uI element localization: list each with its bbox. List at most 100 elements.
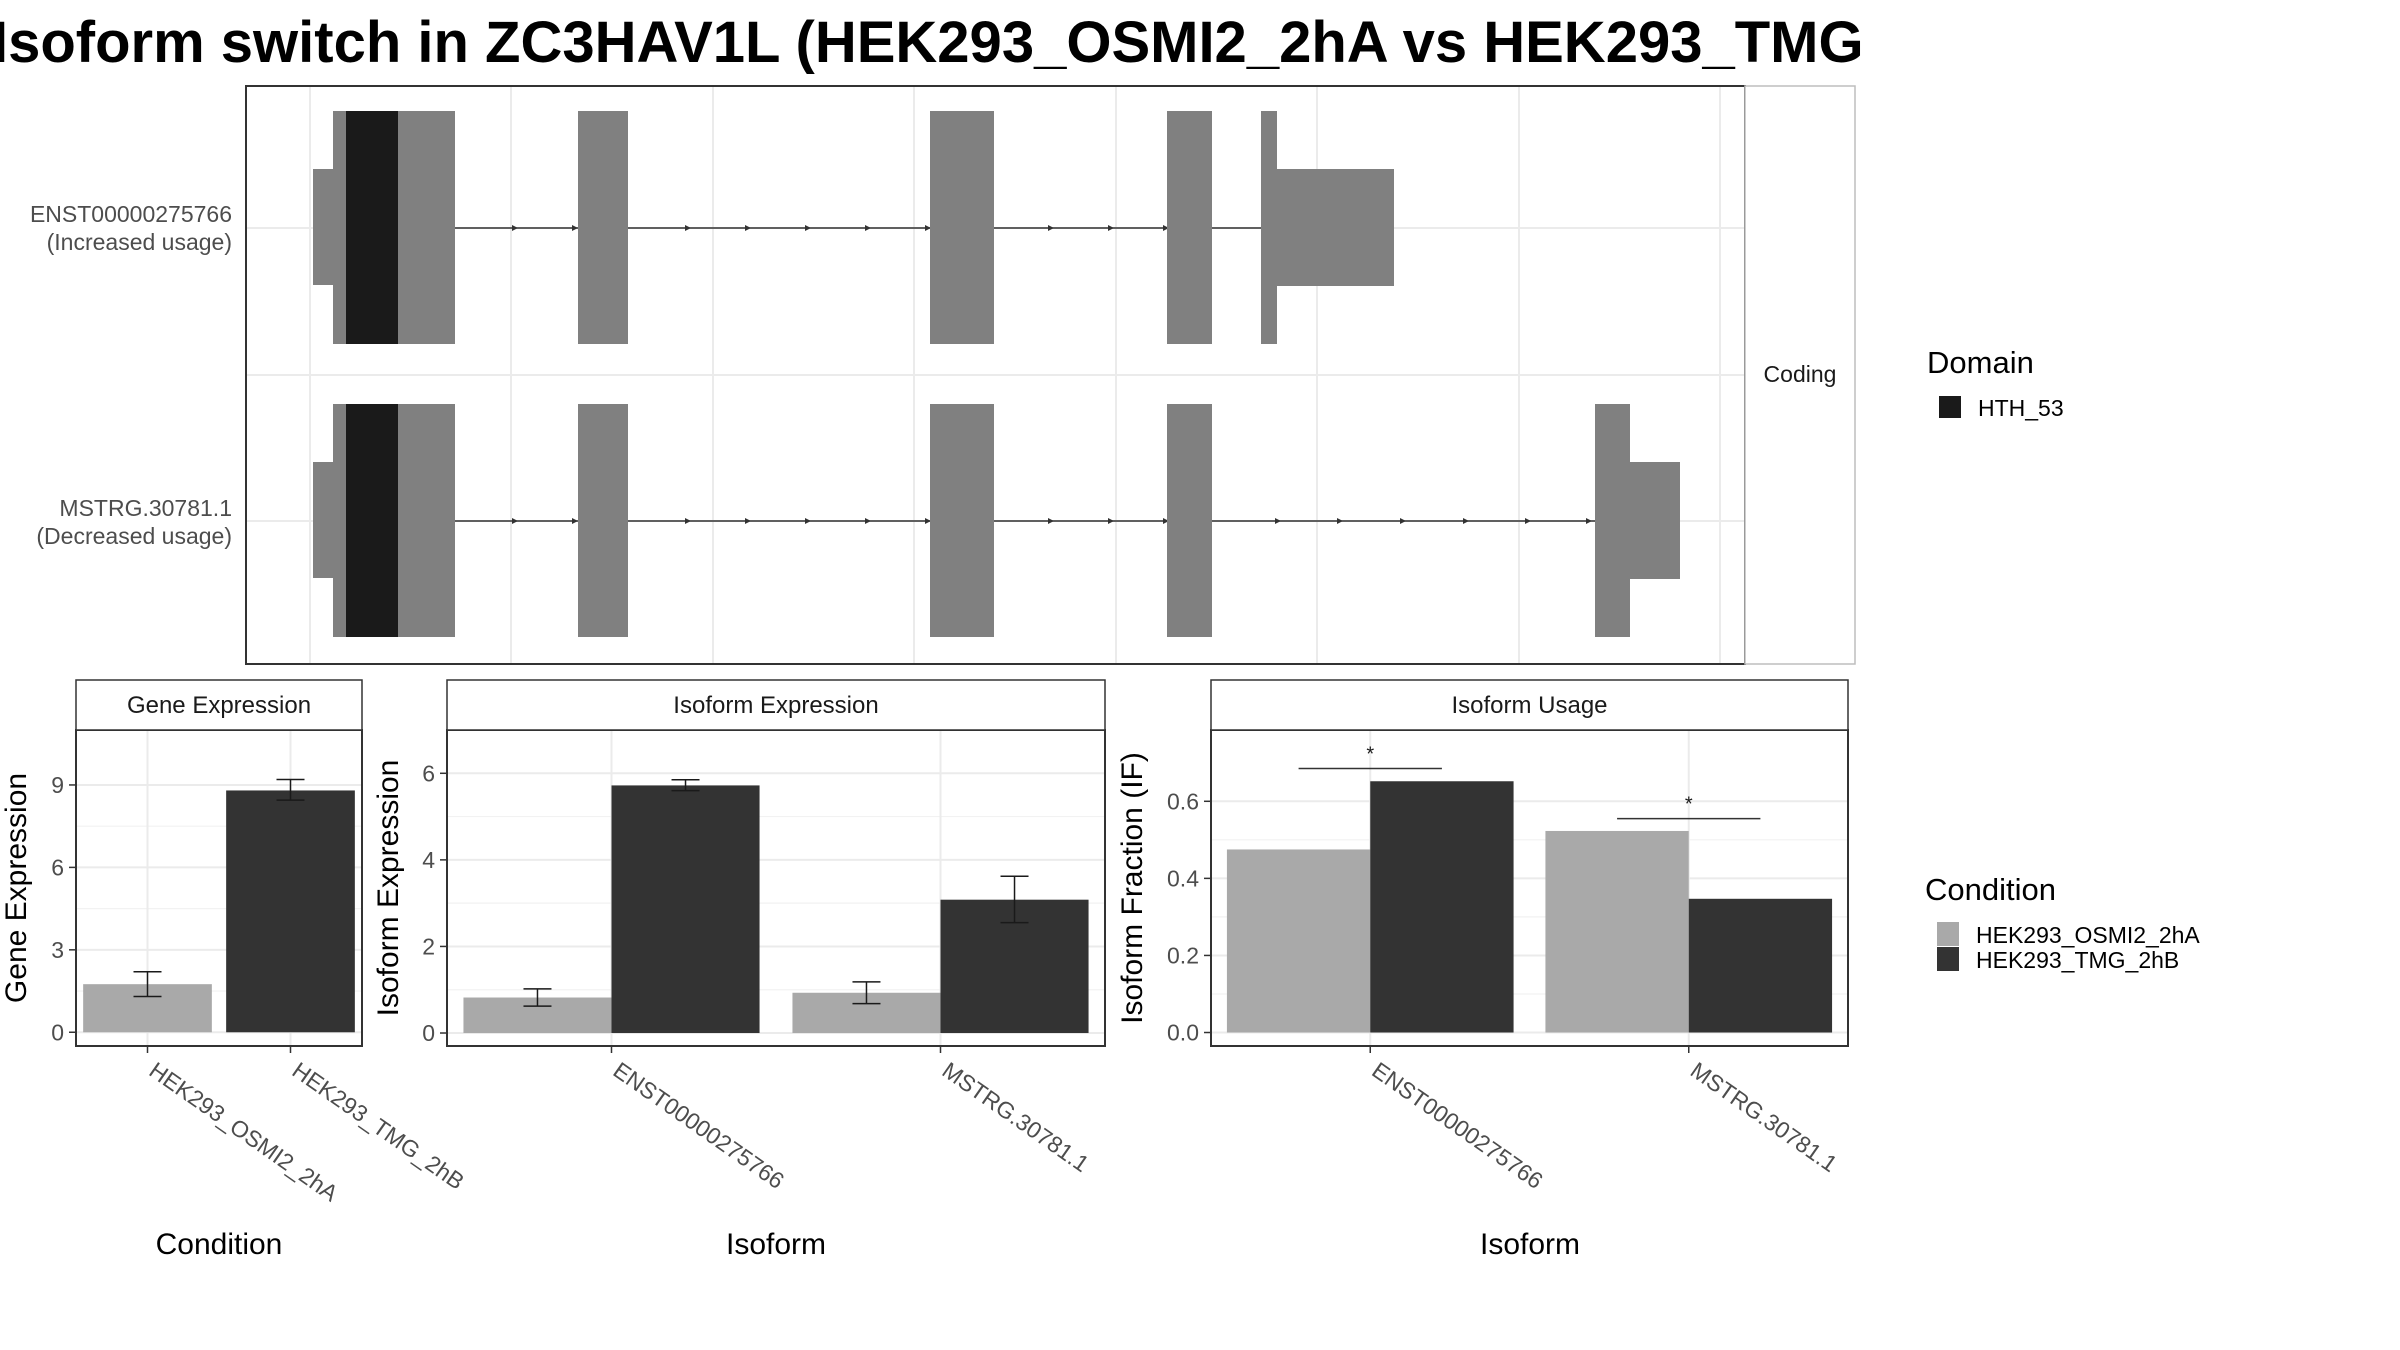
legend-condition-label-osmi: HEK293_OSMI2_2hA xyxy=(1976,922,2200,948)
gene-expression-y-title: Gene Expression xyxy=(0,773,33,1003)
y-tick-label: 0.2 xyxy=(1167,942,1199,968)
isoform-expression-panel: Isoform Expression 0 2 4 6 Isoform Expression… xyxy=(372,679,1106,1261)
strand-arrow xyxy=(1048,225,1054,231)
y-tick-label: 9 xyxy=(51,772,64,798)
strand-arrow xyxy=(685,518,691,524)
coding-exon xyxy=(1595,404,1630,637)
isoform-expression-bar xyxy=(611,785,760,1034)
transcript-label-id: ENST00000275766 xyxy=(30,201,232,227)
strand-arrow xyxy=(1163,518,1169,524)
transcript-label-note: (Increased usage) xyxy=(47,229,232,255)
coding-exon xyxy=(1167,404,1212,637)
y-tick-label: 3 xyxy=(51,937,64,963)
gene-expression-bar xyxy=(226,790,355,1033)
strand-arrow xyxy=(805,225,811,231)
utr-exon xyxy=(1275,169,1394,286)
strand-arrow xyxy=(745,518,751,524)
strand-arrow xyxy=(865,225,871,231)
figure-title: Isoform switch in ZC3HAV1L (HEK293_OSMI2… xyxy=(0,8,1862,78)
y-tick-label: 0.4 xyxy=(1167,865,1199,891)
legend-condition: Condition HEK293_OSMI2_2hA HEK293_TMG_2h… xyxy=(1925,872,2200,973)
significance-star: * xyxy=(1366,744,1374,766)
isoform-usage-bar xyxy=(1688,898,1833,1033)
strand-arrow xyxy=(1586,518,1592,524)
strand-arrow xyxy=(1048,518,1054,524)
coding-strip xyxy=(1744,85,1856,665)
strand-arrow xyxy=(512,518,518,524)
legend-domain-title: Domain xyxy=(1927,345,2034,380)
strand-arrow xyxy=(1163,225,1169,231)
y-tick-label: 6 xyxy=(51,854,64,880)
x-tick-label: MSTRG.30781.1 xyxy=(938,1057,1094,1177)
isoform-expression-strip-title: Isoform Expression xyxy=(673,692,878,719)
transcript-label-note: (Decreased usage) xyxy=(36,523,232,549)
x-tick-label: MSTRG.30781.1 xyxy=(1686,1057,1842,1177)
strand-arrow xyxy=(805,518,811,524)
strand-arrow xyxy=(1275,518,1281,524)
strand-arrow xyxy=(925,225,931,231)
isoform-usage-strip-title: Isoform Usage xyxy=(1451,692,1607,719)
domain-hth53 xyxy=(346,111,398,344)
transcript-label-id: MSTRG.30781.1 xyxy=(59,495,232,521)
domain-hth53 xyxy=(346,404,398,637)
isoform-usage-bar xyxy=(1226,849,1371,1033)
strand-arrow xyxy=(572,518,578,524)
strand-arrow xyxy=(865,518,871,524)
coding-exon xyxy=(578,111,628,344)
isoform-usage-y-title: Isoform Fraction (IF) xyxy=(1116,752,1149,1024)
intron-arrows xyxy=(512,225,1169,231)
isoform-expression-strip xyxy=(446,679,1106,731)
strand-arrow xyxy=(1400,518,1406,524)
x-tick-label: ENST00000275766 xyxy=(1367,1057,1547,1194)
legend-condition-swatch-tmg xyxy=(1937,947,1959,971)
utr-exon xyxy=(313,462,335,578)
legend-domain-label: HTH_53 xyxy=(1978,395,2064,421)
gene-expression-x-title: Condition xyxy=(156,1228,283,1261)
isoform-expression-x-title: Isoform xyxy=(726,1228,826,1261)
strand-arrow xyxy=(572,225,578,231)
y-tick-label: 0 xyxy=(422,1020,435,1046)
coding-exon xyxy=(930,404,994,637)
significance-star: * xyxy=(1685,794,1693,816)
y-tick-label: 0 xyxy=(51,1019,64,1045)
strand-arrow xyxy=(1463,518,1469,524)
strand-arrow xyxy=(1525,518,1531,524)
isoform-expression-y-title: Isoform Expression xyxy=(372,760,405,1017)
y-tick-label: 2 xyxy=(422,933,435,959)
coding-strip-label: Coding xyxy=(1764,361,1837,387)
strand-arrow xyxy=(925,518,931,524)
x-tick-label: ENST00000275766 xyxy=(609,1057,789,1194)
utr-exon xyxy=(313,169,335,285)
legend-condition-swatch-osmi xyxy=(1937,922,1959,946)
legend-domain-swatch xyxy=(1939,396,1961,418)
figure-title-text: Isoform switch in ZC3HAV1L (HEK293_OSMI2… xyxy=(0,10,1862,75)
coding-exon xyxy=(578,404,628,637)
isoform-usage-bar xyxy=(1545,830,1689,1033)
legend-condition-label-tmg: HEK293_TMG_2hB xyxy=(1976,947,2179,973)
transcript-enst00000275766 xyxy=(313,111,1394,344)
transcript-mstrg-30781-1 xyxy=(313,404,1680,637)
strand-arrow xyxy=(1337,518,1343,524)
legend-domain: Domain HTH_53 xyxy=(1927,345,2064,421)
strand-arrow xyxy=(685,225,691,231)
strand-arrow xyxy=(1108,225,1114,231)
strand-arrow xyxy=(745,225,751,231)
gene-expression-strip-title: Gene Expression xyxy=(127,692,311,719)
isoform-usage-strip xyxy=(1210,679,1849,731)
y-tick-label: 6 xyxy=(422,760,435,786)
y-tick-label: 0.6 xyxy=(1167,788,1199,814)
transcript-panel: Coding ENST00000275766 (Increased usage)… xyxy=(30,85,1856,665)
coding-exon xyxy=(930,111,994,344)
y-tick-label: 0.0 xyxy=(1167,1020,1199,1046)
legend-condition-title: Condition xyxy=(1925,872,2056,907)
utr-exon xyxy=(1628,462,1680,579)
isoform-usage-panel: * * Isoform Usage 0.0 0.2 0.4 0.6 Isoform Fract… xyxy=(1116,679,1849,1261)
y-tick-label: 4 xyxy=(422,847,435,873)
coding-exon xyxy=(1261,111,1277,344)
intron-arrows xyxy=(512,518,1592,524)
strand-arrow xyxy=(512,225,518,231)
coding-exon xyxy=(1167,111,1212,344)
gene-expression-strip xyxy=(75,679,363,731)
isoform-usage-bar xyxy=(1370,781,1514,1033)
strand-arrow xyxy=(1108,518,1114,524)
